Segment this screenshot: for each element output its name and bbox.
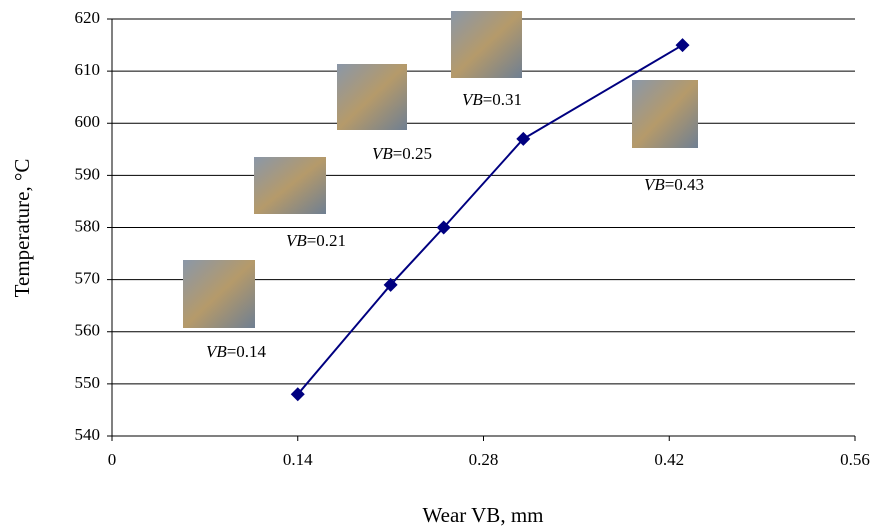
y-axis-label: Temperature, °C bbox=[10, 159, 34, 298]
annotation-text: =0.43 bbox=[665, 175, 704, 194]
annotation-italic: VB bbox=[462, 90, 483, 109]
y-tick-label: 600 bbox=[75, 112, 101, 131]
y-tick-label: 610 bbox=[75, 60, 101, 79]
x-axis-label: Wear VB, mm bbox=[423, 503, 544, 527]
y-tick-label: 590 bbox=[75, 164, 101, 183]
annotation-italic: VB bbox=[286, 231, 307, 250]
annotation: VB=0.25 bbox=[372, 144, 432, 163]
x-tick-label: 0.56 bbox=[840, 450, 870, 469]
annotation: VB=0.31 bbox=[462, 90, 522, 109]
annotation: VB=0.43 bbox=[644, 175, 704, 194]
annotation: VB=0.21 bbox=[286, 231, 346, 250]
tool-photo bbox=[337, 64, 407, 130]
tool-photo bbox=[632, 80, 698, 148]
y-tick-label: 560 bbox=[75, 321, 101, 340]
tool-photo bbox=[183, 260, 255, 328]
annotation-text: =0.14 bbox=[227, 342, 267, 361]
x-tick-label: 0.28 bbox=[469, 450, 499, 469]
marker bbox=[290, 387, 305, 402]
y-tick-label: 570 bbox=[75, 269, 101, 288]
marker bbox=[383, 277, 398, 292]
y-tick-label: 540 bbox=[75, 425, 101, 444]
annotation-text: =0.25 bbox=[393, 144, 432, 163]
y-tick-label: 620 bbox=[75, 8, 101, 27]
x-tick-label: 0.42 bbox=[654, 450, 684, 469]
annotation-text: =0.31 bbox=[483, 90, 522, 109]
annotation-italic: VB bbox=[206, 342, 227, 361]
marker bbox=[436, 220, 451, 235]
annotation: VB=0.14 bbox=[206, 342, 267, 361]
y-tick-label: 550 bbox=[75, 373, 101, 392]
tool-photo bbox=[451, 11, 522, 78]
annotation-italic: VB bbox=[644, 175, 665, 194]
x-tick-label: 0 bbox=[108, 450, 117, 469]
annotation-text: =0.21 bbox=[307, 231, 346, 250]
marker bbox=[675, 38, 690, 53]
marker bbox=[516, 131, 531, 146]
x-tick-label: 0.14 bbox=[283, 450, 313, 469]
annotation-italic: VB bbox=[372, 144, 393, 163]
y-tick-label: 580 bbox=[75, 216, 101, 235]
tool-photo bbox=[254, 157, 326, 214]
